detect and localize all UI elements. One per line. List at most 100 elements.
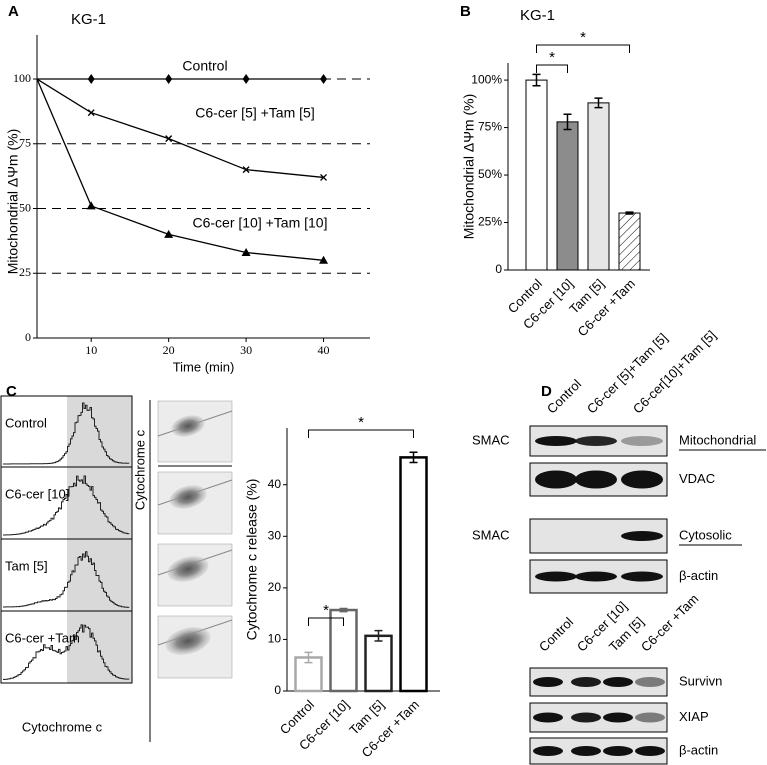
marker (165, 135, 173, 143)
row-label: XIAP (679, 709, 709, 724)
histogram (3, 624, 130, 680)
y-tick-label: 75% (478, 120, 502, 134)
histogram-label: C6-cer +Tam (5, 630, 80, 645)
marker (320, 173, 328, 181)
histogram-label: C6-cer [10] (5, 486, 69, 501)
bar (618, 212, 641, 271)
y-tick-label: 25% (478, 215, 502, 229)
y-axis-label: Mitochondrial ΔΨm (%) (461, 94, 477, 240)
blot-band (533, 677, 563, 687)
y-axis-label: Mitochondrial ΔΨm (%) (5, 129, 21, 275)
significance-bracket (536, 44, 630, 53)
blot-band (575, 571, 617, 582)
marker (241, 248, 251, 257)
significance-label: * (358, 414, 364, 431)
x-axis-label: Time (min) (173, 359, 235, 374)
panel-label: A (8, 3, 19, 20)
row-label: VDAC (679, 471, 715, 486)
y-tick-label: 20 (268, 580, 282, 594)
error-bar (594, 97, 603, 109)
row-label: SMAC (472, 527, 510, 542)
marker (86, 201, 96, 210)
error-bar (374, 629, 383, 642)
x-tick-label: 30 (240, 343, 252, 357)
y-tick-label: 100% (471, 72, 502, 86)
blot-band (603, 712, 633, 723)
marker (165, 74, 173, 85)
lane-label: Control (536, 614, 576, 654)
dot-cloud (169, 485, 207, 509)
blot-band (571, 746, 601, 756)
series-label: Control (182, 58, 227, 74)
blot-band (571, 677, 601, 687)
significance-label: * (323, 602, 329, 619)
marker (242, 166, 250, 174)
marker (164, 229, 174, 238)
error-bar (409, 451, 418, 464)
y-tick-label: 0 (495, 262, 502, 276)
row-label: β-actin (679, 742, 718, 757)
blot-band (535, 571, 577, 582)
blot-band (621, 571, 663, 582)
series-line (36, 78, 324, 179)
dot-cloud (165, 627, 211, 655)
chart-title: KG-1 (520, 7, 555, 24)
y-tick-label: 50% (478, 167, 502, 181)
blot-band (635, 712, 665, 723)
blot-band (533, 712, 563, 723)
bar (587, 102, 610, 271)
marker (242, 74, 250, 85)
blot-band (571, 712, 601, 723)
row-label: Cytosolic (679, 527, 732, 542)
bar (399, 456, 428, 693)
x-tick-label: 40 (318, 343, 330, 357)
y-tick-label: 40 (268, 477, 282, 491)
blot-band (621, 436, 663, 446)
y-tick-label: 25 (19, 265, 31, 279)
blot-band (533, 746, 563, 756)
row-label: SMAC (472, 432, 510, 447)
y-tick-label: 75 (19, 136, 31, 150)
row-label: β-actin (679, 568, 718, 583)
histogram-label: Control (5, 415, 47, 430)
y-tick-label: 50 (19, 200, 31, 214)
marker (319, 255, 329, 264)
histogram (3, 551, 130, 608)
marker (320, 74, 328, 85)
significance-bracket (308, 429, 414, 438)
error-bar (339, 607, 348, 613)
blot-band (635, 677, 665, 687)
y-tick-label: 0 (274, 683, 281, 697)
blot-band (603, 746, 633, 756)
gate-region (67, 539, 132, 611)
error-bar (625, 211, 634, 215)
x-tick-label: 20 (163, 343, 175, 357)
significance-bracket (308, 617, 344, 626)
series-label: C6-cer [5] +Tam [5] (195, 105, 314, 121)
bar (556, 121, 579, 271)
blot-band (535, 470, 577, 489)
panel-label: D (541, 383, 552, 400)
lane-label: C6-cer +Tam (638, 591, 701, 654)
y-axis-label: Cytochrome c (132, 429, 147, 510)
panel-label: C (6, 383, 17, 400)
marker (87, 74, 95, 85)
row-label: Survivn (679, 673, 722, 688)
blot-band (621, 470, 663, 489)
bar (525, 79, 548, 271)
blot-band (621, 531, 663, 541)
error-bar (563, 113, 572, 131)
significance-label: * (549, 49, 555, 66)
x-tick-label: 10 (85, 343, 97, 357)
error-bar (532, 73, 541, 87)
row-label: Mitochondrial (679, 432, 756, 447)
y-tick-label: 10 (268, 632, 282, 646)
blot-band (535, 436, 577, 446)
blot-band (603, 677, 633, 687)
panel-label: B (460, 3, 471, 20)
histogram-label: Tam [5] (5, 558, 48, 573)
error-bar (304, 651, 313, 664)
gate-region (67, 611, 132, 683)
lane-label: C6-cer[10]+Tam [5] (630, 328, 719, 417)
